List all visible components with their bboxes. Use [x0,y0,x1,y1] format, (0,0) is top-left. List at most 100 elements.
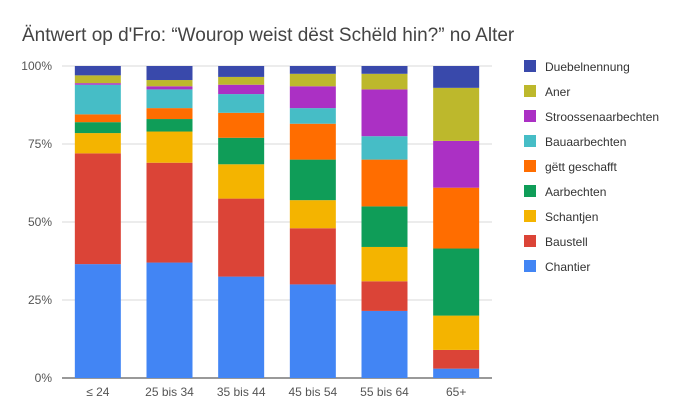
legend-item: Duebelnennung [524,60,630,74]
legend-item: gëtt geschafft [524,160,617,174]
bar-stack [433,66,480,378]
legend-item: Aner [524,85,570,99]
bar-segment [289,284,336,378]
bar-segment [361,206,408,247]
x-tick-label: 35 bis 44 [217,385,266,399]
bar-segment [146,89,193,109]
bar-segment [218,164,265,199]
bar-segment [74,264,121,378]
x-tick-label: 55 bis 64 [360,385,409,399]
bars [74,66,480,378]
legend-item: Aarbechten [524,185,606,199]
legend-swatch [524,110,536,122]
bar-segment [74,133,121,154]
bar-segment [289,108,336,124]
legend-item: Schantjen [524,210,598,224]
legend-swatch [524,135,536,147]
bar-stack [146,66,193,378]
legend-swatch [524,60,536,72]
bar-segment [433,248,480,316]
chart-title: Äntwert op d'Fro: “Wourop weist dëst Sch… [22,25,515,46]
bar-segment [146,86,193,90]
bar-segment [218,198,265,277]
bar-segment [74,66,121,76]
bar-segment [289,73,336,87]
x-tick-label: 45 bis 54 [288,385,337,399]
legend-item: Chantier [524,260,590,274]
bar-segment [433,140,480,188]
bar-segment [289,200,336,229]
y-tick-label: 50% [28,215,52,229]
legend-swatch [524,185,536,197]
legend-swatch [524,85,536,97]
legend-label: Bauaarbechten [545,135,626,149]
bar-segment [218,84,265,95]
bar-segment [433,349,480,369]
bar-stack [74,66,121,378]
bar-segment [218,276,265,378]
legend-label: Duebelnennung [545,60,630,74]
bar-segment [74,75,121,84]
bar-segment [74,83,121,85]
bar-segment [218,137,265,165]
bar-segment [361,281,408,311]
legend-label: Stroossenaarbechten [545,110,659,124]
legend-label: Aarbechten [545,185,606,199]
legend-swatch [524,235,536,247]
bar-segment [289,123,336,160]
bar-segment [361,73,408,90]
legend-label: Aner [545,85,570,99]
bar-segment [433,87,480,141]
bar-segment [218,94,265,113]
y-axis-ticks: 0% 25% 50% 75% 100% [21,59,52,385]
bar-segment [218,76,265,85]
bar-segment [218,112,265,138]
bar-segment [146,119,193,132]
bar-segment [146,66,193,81]
legend-label: Schantjen [545,210,598,224]
bar-segment [74,84,121,115]
legend-item: Bauaarbechten [524,135,626,149]
y-tick-label: 75% [28,137,52,151]
bar-segment [361,246,408,282]
bar-stack [218,66,265,378]
bar-segment [361,159,408,207]
bar-segment [433,66,480,88]
x-tick-label: 25 bis 34 [145,385,194,399]
legend-item: Stroossenaarbechten [524,110,659,124]
bar-segment [146,80,193,87]
y-tick-label: 0% [35,371,53,385]
legend-swatch [524,260,536,272]
legend-swatch [524,160,536,172]
y-tick-label: 25% [28,293,52,307]
y-tick-label: 100% [21,59,52,73]
bar-segment [289,66,336,74]
legend-label: gëtt geschafft [545,160,617,174]
bar-segment [289,159,336,201]
bar-segment [74,153,121,265]
legend: Duebelnennung Aner Stroossenaarbechten Baua… [524,60,659,274]
bar-segment [289,228,336,285]
legend-label: Baustell [545,235,588,249]
bar-segment [433,315,480,350]
gridlines [62,65,492,379]
bar-segment [433,187,480,249]
bar-segment [146,108,193,120]
legend-label: Chantier [545,260,590,274]
bar-segment [146,262,193,378]
bar-segment [146,162,193,263]
bar-stack [361,66,408,378]
bar-stack [289,66,336,378]
bar-segment [218,66,265,77]
legend-item: Baustell [524,235,588,249]
bar-segment [289,86,336,109]
x-tick-label: ≤ 24 [86,385,110,399]
bar-segment [361,89,408,137]
bar-segment [361,66,408,74]
bar-segment [146,131,193,163]
bar-segment [74,114,121,123]
x-axis-ticks: ≤ 24 25 bis 34 35 bis 44 45 bis 54 55 bis 64… [86,385,466,399]
bar-segment [361,136,408,160]
bar-segment [433,368,480,378]
